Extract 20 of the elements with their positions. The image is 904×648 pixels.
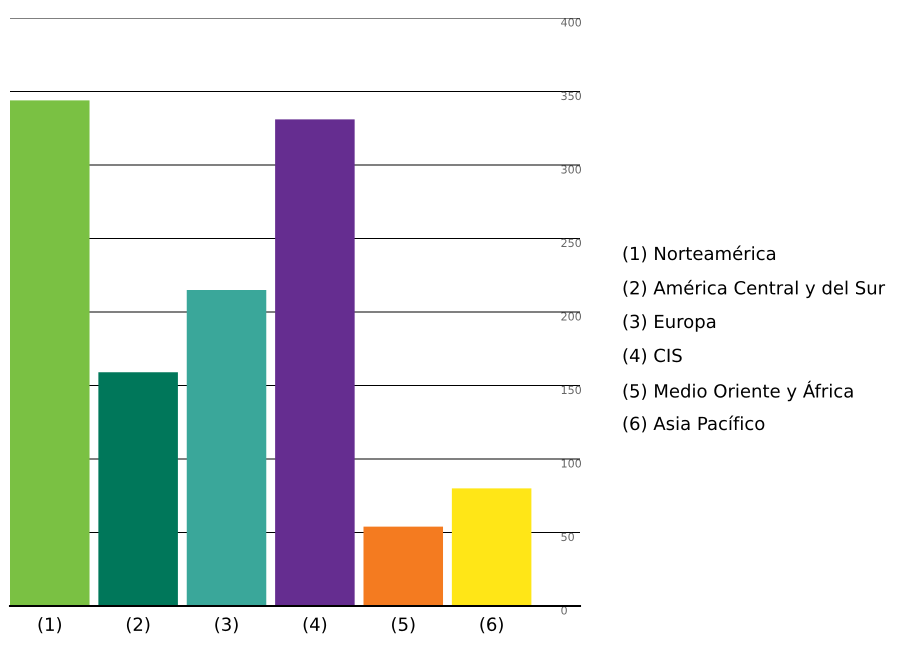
y-tick-label: 150 (562, 386, 582, 394)
x-tick-label: (2) (126, 617, 150, 634)
x-tick-label: (1) (38, 617, 62, 634)
y-tick-label: 200 (561, 312, 582, 321)
text: (3) Europa (624, 314, 716, 332)
x-tick-label: (3) (215, 617, 238, 634)
text: (1) Norteamérica (624, 246, 776, 262)
x-tick-label: (6) (480, 617, 503, 634)
text: (6) Asia Pacífico (624, 416, 764, 432)
y-tick-label: 250 (561, 238, 582, 248)
y-tick-label: 100 (562, 459, 582, 468)
y-tick-label: 50 (561, 532, 574, 542)
text: (5) Medio Oriente y África (624, 380, 853, 402)
y-tick-label: 300 (561, 165, 582, 174)
text: (2) América Central y del Sur (624, 280, 886, 298)
y-tick-label: 350 (561, 92, 582, 100)
x-tick-label: (5) (392, 617, 414, 634)
text: (4) CIS (624, 348, 682, 364)
x-tick-label: (4) (304, 617, 326, 634)
y-tick-label: 400 (561, 18, 582, 27)
